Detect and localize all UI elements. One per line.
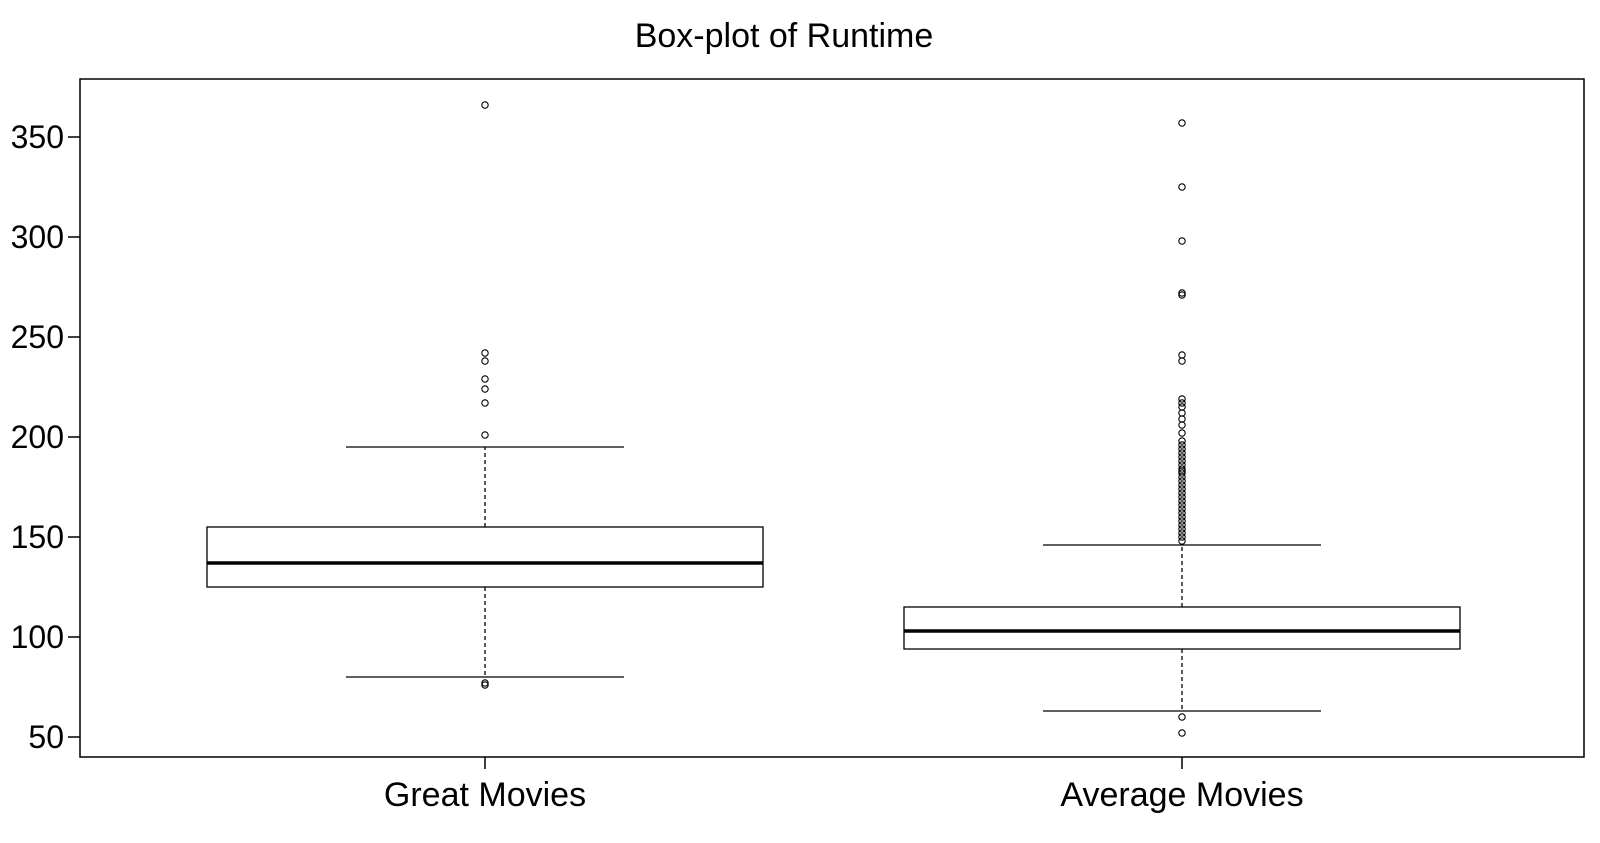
outlier-point [1178, 489, 1186, 497]
outlier-point [1178, 119, 1186, 127]
outlier-point [1178, 493, 1186, 501]
x-category-label: Great Movies [384, 776, 586, 814]
outlier-point [1178, 729, 1186, 737]
y-tick-label: 50 [28, 719, 64, 755]
outlier-point [481, 349, 489, 357]
y-axis: 50 100 150 200 250 300 350 [11, 119, 80, 755]
outlier-point [1178, 469, 1186, 477]
outlier-point [481, 385, 489, 393]
outlier-point [1178, 351, 1186, 359]
outlier-point [1178, 183, 1186, 191]
outlier-point [481, 679, 489, 687]
outlier-point [481, 681, 489, 689]
outlier-point [1178, 441, 1186, 449]
outlier-point [1178, 529, 1186, 537]
x-axis: Great Movies Average Movies [384, 757, 1304, 814]
outlier-point [481, 375, 489, 383]
outlier-point [1178, 445, 1186, 453]
chart-title: Box-plot of Runtime [635, 17, 934, 55]
outlier-point [1178, 485, 1186, 493]
box-group [206, 101, 764, 689]
y-tick-label: 250 [11, 319, 64, 355]
y-tick-label: 150 [11, 519, 64, 555]
outlier-point [1178, 437, 1186, 445]
outlier-point [1178, 237, 1186, 245]
outlier-point [1178, 505, 1186, 513]
outlier-point [1178, 429, 1186, 437]
outlier-point [481, 101, 489, 109]
box-group [903, 119, 1461, 737]
outlier-point [1178, 537, 1186, 545]
outlier-point [481, 357, 489, 365]
outlier-point [1178, 477, 1186, 485]
outlier-point [1178, 465, 1186, 473]
outlier-point [1178, 409, 1186, 417]
outlier-point [481, 431, 489, 439]
outlier-point [1178, 481, 1186, 489]
outlier-point [1178, 461, 1186, 469]
outlier-point [1178, 449, 1186, 457]
outlier-point [1178, 289, 1186, 297]
y-tick-label: 350 [11, 119, 64, 155]
outlier-point [1178, 357, 1186, 365]
outlier-point [481, 399, 489, 407]
outlier-point [1178, 521, 1186, 529]
boxes [206, 101, 1461, 737]
x-category-label: Average Movies [1060, 776, 1303, 814]
outlier-point [1178, 457, 1186, 465]
outlier-point [1178, 513, 1186, 521]
plot-frame [79, 78, 1585, 758]
outlier-point [1178, 517, 1186, 525]
outlier-point [1178, 525, 1186, 533]
outlier-point [1178, 453, 1186, 461]
y-tick-label: 100 [11, 619, 64, 655]
outlier-point [1178, 497, 1186, 505]
y-tick-label: 200 [11, 419, 64, 455]
outlier-point [1178, 403, 1186, 411]
outlier-point [1178, 533, 1186, 541]
outlier-point [1178, 713, 1186, 721]
outlier-point [1178, 421, 1186, 429]
outlier-point [1178, 415, 1186, 423]
y-tick-label: 300 [11, 219, 64, 255]
outlier-point [1178, 395, 1186, 403]
outlier-point [1178, 399, 1186, 407]
iqr-box [206, 526, 764, 588]
outlier-point [1178, 509, 1186, 517]
iqr-box [903, 606, 1461, 650]
outlier-point [1178, 291, 1186, 299]
outlier-point [1178, 501, 1186, 509]
